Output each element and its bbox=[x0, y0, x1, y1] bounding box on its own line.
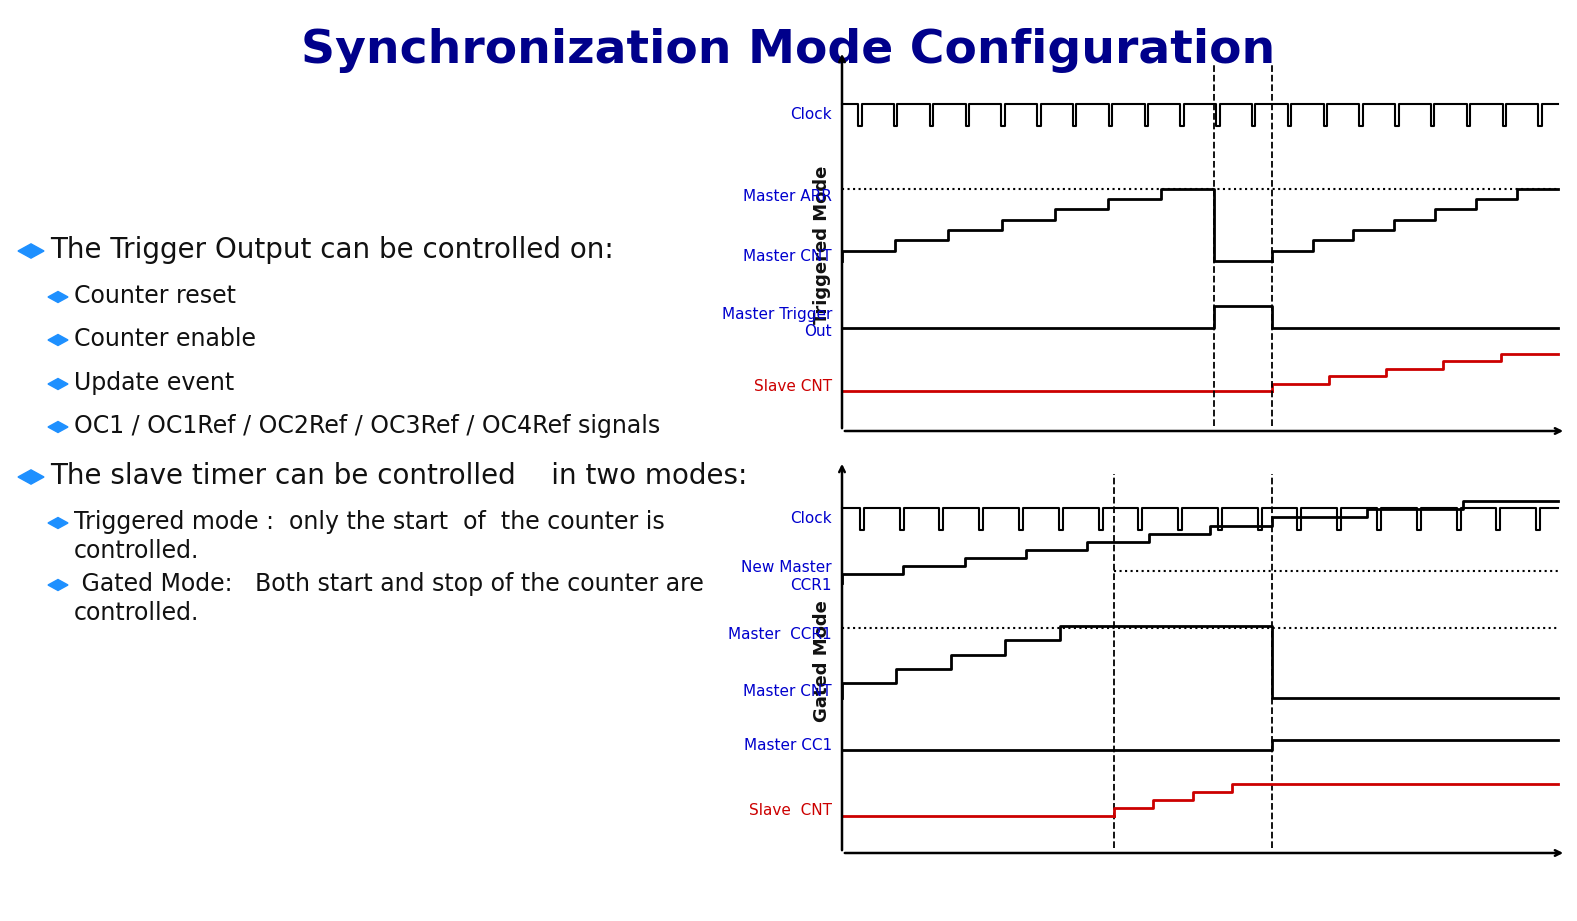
Text: OC1 / OC1Ref / OC2Ref / OC3Ref / OC4Ref signals: OC1 / OC1Ref / OC2Ref / OC3Ref / OC4Ref … bbox=[74, 414, 661, 438]
Text: Clock: Clock bbox=[790, 511, 833, 527]
Text: Master CC1: Master CC1 bbox=[744, 738, 833, 753]
Text: Master CNT: Master CNT bbox=[743, 684, 833, 699]
Text: Gated Mode:   Both start and stop of the counter are: Gated Mode: Both start and stop of the c… bbox=[74, 572, 703, 596]
Text: Counter enable: Counter enable bbox=[74, 327, 255, 351]
Text: Triggered mode :  only the start  of  the counter is: Triggered mode : only the start of the c… bbox=[74, 510, 665, 534]
Polygon shape bbox=[47, 422, 68, 433]
Polygon shape bbox=[17, 244, 44, 258]
Polygon shape bbox=[47, 334, 68, 345]
Text: The Trigger Output can be controlled on:: The Trigger Output can be controlled on: bbox=[50, 236, 613, 264]
Text: Clock: Clock bbox=[790, 108, 833, 122]
Text: Master CNT: Master CNT bbox=[743, 249, 833, 263]
Text: New Master
CCR1: New Master CCR1 bbox=[741, 560, 833, 593]
Text: Master Trigger
Out: Master Trigger Out bbox=[722, 307, 833, 339]
Polygon shape bbox=[47, 579, 68, 590]
Text: Master  CCR1: Master CCR1 bbox=[729, 626, 833, 642]
Text: Slave CNT: Slave CNT bbox=[754, 379, 833, 394]
Text: controlled.: controlled. bbox=[74, 539, 199, 563]
Polygon shape bbox=[47, 379, 68, 390]
Text: The slave timer can be controlled    in two modes:: The slave timer can be controlled in two… bbox=[50, 462, 747, 490]
Polygon shape bbox=[47, 292, 68, 302]
Text: Slave  CNT: Slave CNT bbox=[749, 803, 833, 818]
Text: Update event: Update event bbox=[74, 371, 235, 395]
Text: Master ARR: Master ARR bbox=[743, 189, 833, 204]
Text: Triggered Mode: Triggered Mode bbox=[814, 166, 831, 324]
Text: Counter reset: Counter reset bbox=[74, 284, 237, 308]
Text: controlled.: controlled. bbox=[74, 601, 199, 625]
Polygon shape bbox=[47, 518, 68, 529]
Text: Gated Mode: Gated Mode bbox=[814, 600, 831, 722]
Polygon shape bbox=[17, 470, 44, 484]
Text: Synchronization Mode Configuration: Synchronization Mode Configuration bbox=[301, 28, 1276, 73]
